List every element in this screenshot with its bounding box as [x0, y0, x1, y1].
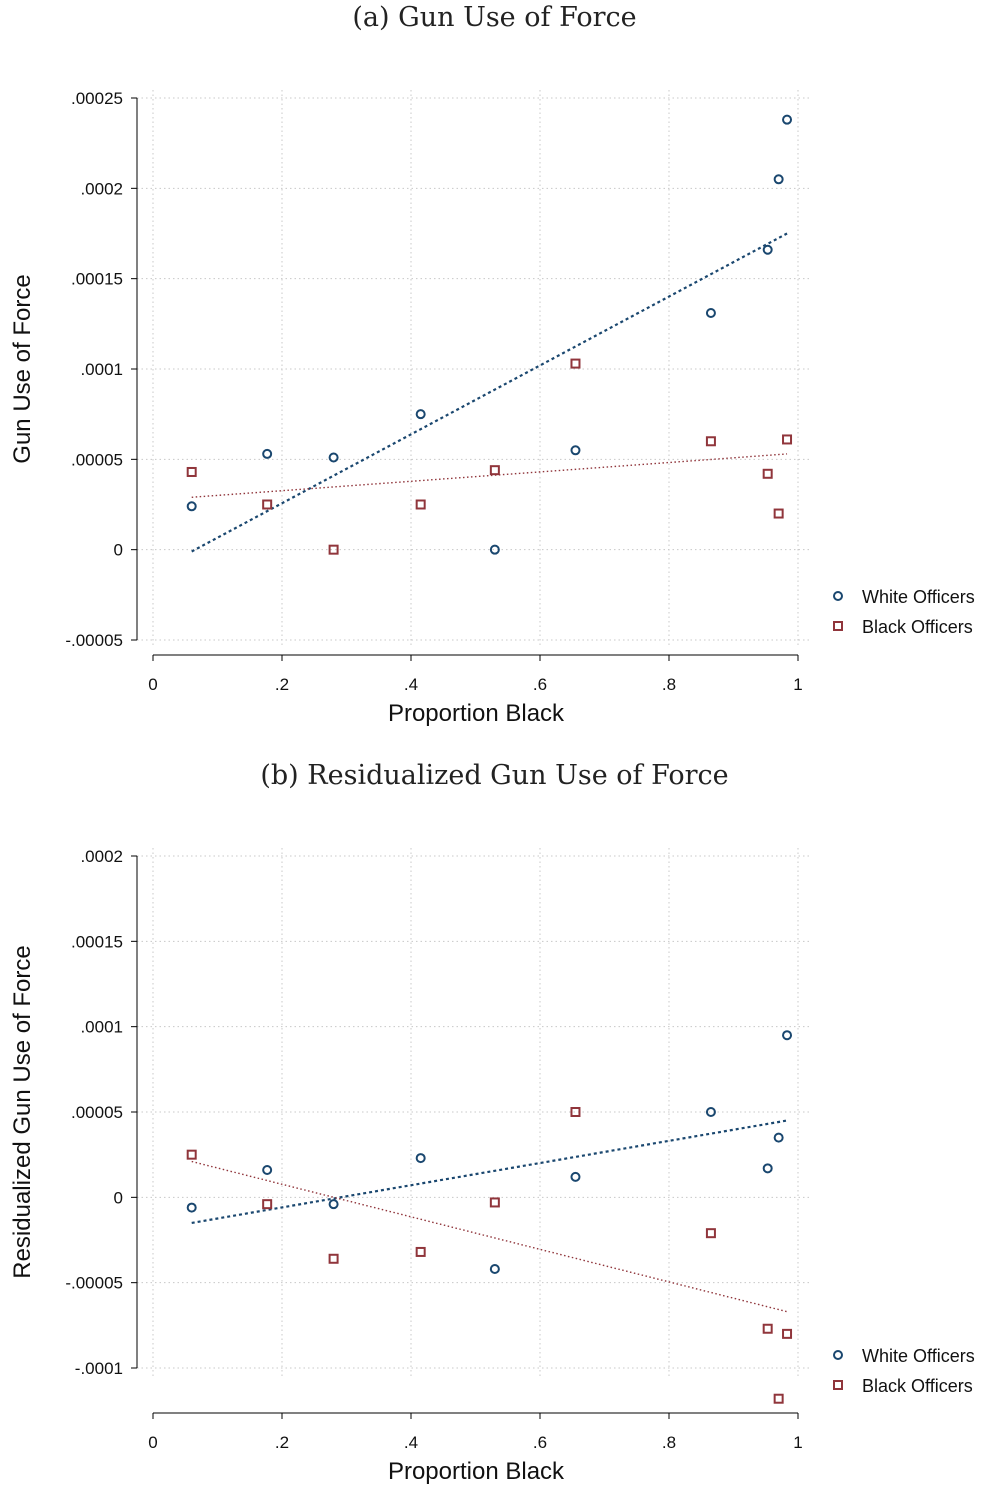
- y-tick-label: .00015: [71, 932, 123, 951]
- legend-marker-black-officers: [833, 1380, 843, 1390]
- black-officer-point: [262, 499, 273, 510]
- y-tick-label: -.00005: [65, 631, 123, 650]
- white-officer-point: [186, 501, 197, 512]
- white-officer-point: [762, 244, 773, 255]
- fit-line-white-officers: [191, 232, 788, 553]
- white-officer-point: [328, 452, 339, 463]
- black-officer-point: [773, 1393, 784, 1404]
- fit-line-white-officers: [191, 1119, 788, 1225]
- legend-label-black-officers: Black Officers: [862, 617, 973, 637]
- y-tick-label: .00005: [71, 1103, 123, 1122]
- y-tick-label: -.00005: [65, 1274, 123, 1293]
- white-officer-point: [262, 1165, 273, 1176]
- y-tick-label: .00005: [71, 450, 123, 469]
- x-tick-label: 1: [793, 1433, 802, 1452]
- chart-a-title: (a) Gun Use of Force: [352, 2, 637, 33]
- black-officer-point: [415, 499, 426, 510]
- y-tick-label: 0: [114, 541, 123, 560]
- black-officer-point: [782, 1328, 793, 1339]
- white-officer-point: [705, 307, 716, 318]
- y-tick-label: 0: [114, 1188, 123, 1207]
- black-officer-point: [262, 1199, 273, 1210]
- black-officer-point: [489, 465, 500, 476]
- legend-label-white-officers: White Officers: [862, 1346, 975, 1366]
- white-officer-point: [415, 1153, 426, 1164]
- white-officer-point: [570, 1171, 581, 1182]
- black-officer-point: [782, 434, 793, 445]
- legend-label-black-officers: Black Officers: [862, 1376, 973, 1396]
- legend-marker-white-officers: [833, 1350, 843, 1360]
- legend-label-white-officers: White Officers: [862, 587, 975, 607]
- white-officer-point: [773, 174, 784, 185]
- black-officer-point: [570, 358, 581, 369]
- y-tick-label: .00015: [71, 270, 123, 289]
- black-officer-point: [570, 1107, 581, 1117]
- white-officer-point: [773, 1132, 784, 1143]
- legend-marker-white-officers: [833, 591, 843, 601]
- fit-line-black-officers: [191, 453, 788, 498]
- chart-b-title: (b) Residualized Gun Use of Force: [260, 760, 729, 791]
- black-officer-point: [328, 544, 339, 555]
- white-officer-point: [186, 1202, 197, 1213]
- black-officer-point: [489, 1197, 500, 1208]
- x-tick-label: .2: [275, 675, 289, 694]
- y-tick-label: .00025: [71, 89, 123, 108]
- white-officer-point: [762, 1163, 773, 1174]
- black-officer-point: [762, 468, 773, 479]
- legend-marker-black-officers: [833, 621, 843, 631]
- black-officer-point: [328, 1253, 339, 1264]
- y-axis-title: Gun Use of Force: [9, 274, 36, 463]
- y-tick-label: .0001: [80, 360, 123, 379]
- x-axis-title: Proportion Black: [388, 1458, 565, 1485]
- black-officer-point: [705, 1228, 716, 1239]
- x-tick-label: 0: [148, 675, 157, 694]
- white-officer-point: [705, 1107, 716, 1117]
- black-officer-point: [762, 1323, 773, 1334]
- x-tick-label: .4: [404, 1433, 418, 1452]
- x-tick-label: .2: [275, 1433, 289, 1452]
- black-officer-point: [773, 508, 784, 519]
- black-officer-point: [186, 1149, 197, 1160]
- white-officer-point: [570, 445, 581, 456]
- y-tick-label: .0002: [80, 179, 123, 198]
- white-officer-point: [415, 409, 426, 420]
- x-tick-label: .4: [404, 675, 418, 694]
- x-tick-label: .6: [533, 675, 547, 694]
- white-officer-point: [262, 448, 273, 459]
- white-officer-point: [489, 544, 500, 555]
- x-axis-title: Proportion Black: [388, 700, 565, 727]
- y-tick-label: .0002: [80, 847, 123, 866]
- y-tick-label: .0001: [80, 1018, 123, 1037]
- x-tick-label: 0: [148, 1433, 157, 1452]
- white-officer-point: [782, 114, 793, 125]
- x-tick-label: .8: [662, 1433, 676, 1452]
- x-tick-label: 1: [793, 675, 802, 694]
- chart-b: -.0001 -.00005 0 .00005 .0001 .00015 .0002 0 .2.…: [9, 847, 975, 1485]
- black-officer-point: [705, 436, 716, 447]
- chart-a: -.00005 0 .00005 .0001 .00015 .0002 .00025 0 .2.…: [9, 89, 975, 727]
- white-officer-point: [328, 1199, 339, 1210]
- x-tick-label: .6: [533, 1433, 547, 1452]
- white-officer-point: [489, 1264, 500, 1275]
- black-officer-point: [415, 1246, 426, 1257]
- fit-line-black-officers: [191, 1160, 788, 1313]
- white-officer-point: [782, 1030, 793, 1041]
- x-tick-label: .8: [662, 675, 676, 694]
- black-officer-point: [186, 466, 197, 477]
- y-tick-label: -.0001: [75, 1359, 123, 1378]
- y-axis-title: Residualized Gun Use of Force: [9, 945, 36, 1279]
